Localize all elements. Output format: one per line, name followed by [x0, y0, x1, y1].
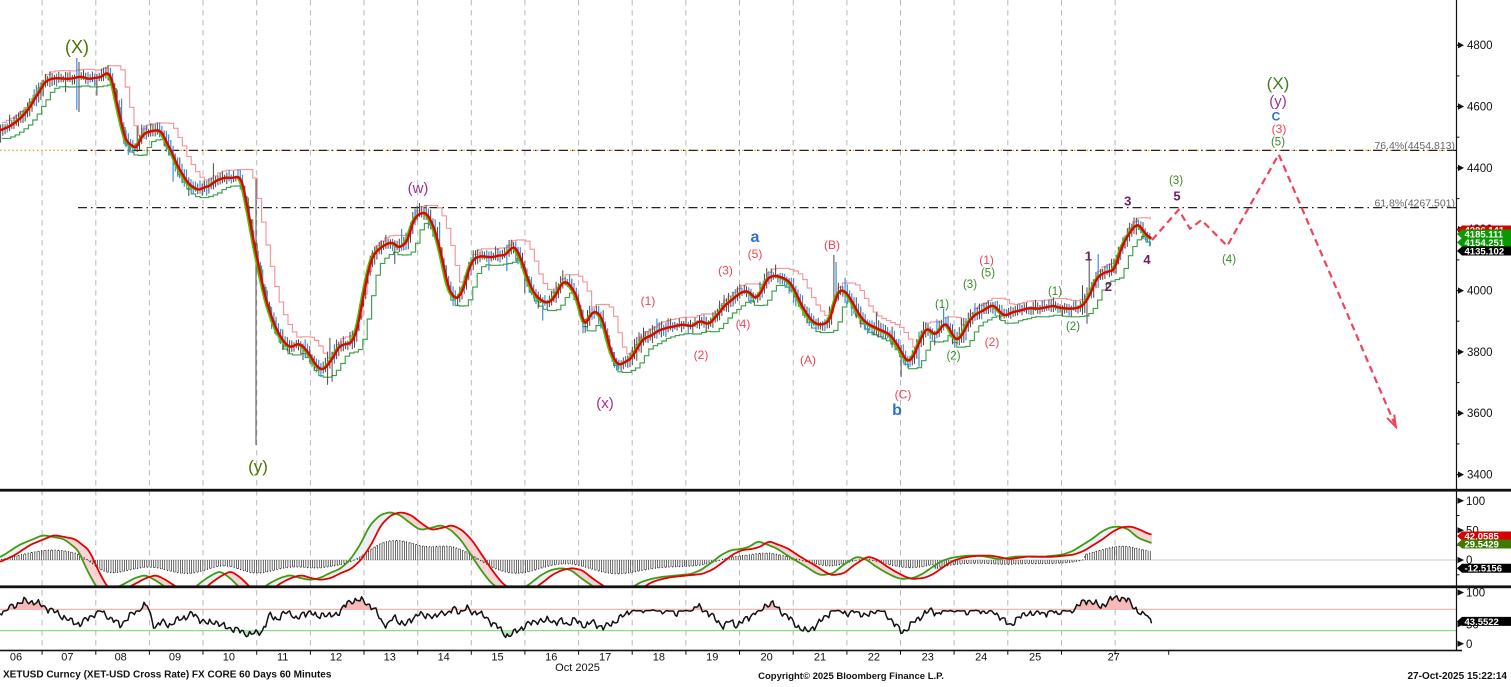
svg-text:(C): (C): [895, 388, 912, 402]
svg-text:(2): (2): [1066, 321, 1080, 333]
svg-text:(X): (X): [1267, 74, 1290, 93]
svg-text:2: 2: [1105, 279, 1112, 294]
svg-text:16: 16: [545, 652, 557, 664]
svg-text:4800: 4800: [1467, 40, 1493, 52]
svg-text:(2): (2): [694, 348, 709, 362]
svg-text:13: 13: [384, 652, 396, 664]
svg-text:0: 0: [1466, 555, 1472, 567]
svg-text:4400: 4400: [1467, 163, 1493, 175]
svg-text:(2): (2): [946, 351, 960, 363]
svg-text:0: 0: [1466, 639, 1472, 651]
svg-text:3: 3: [1124, 194, 1131, 209]
svg-text:06: 06: [10, 652, 22, 664]
svg-text:4: 4: [1143, 252, 1151, 267]
svg-text:(5): (5): [1271, 137, 1285, 149]
svg-text:Oct 2025: Oct 2025: [555, 662, 600, 674]
svg-text:4185.111: 4185.111: [1465, 229, 1504, 240]
svg-text:Copyright© 2025 Bloomberg Fina: Copyright© 2025 Bloomberg Finance L.P.: [758, 671, 944, 682]
svg-text:(3): (3): [718, 264, 733, 278]
svg-text:08: 08: [115, 652, 127, 664]
svg-text:(x): (x): [596, 395, 614, 412]
svg-text:(1): (1): [641, 294, 656, 308]
svg-text:(5): (5): [981, 268, 995, 280]
svg-text:29.5429: 29.5429: [1465, 539, 1499, 550]
svg-text:(1): (1): [935, 299, 949, 311]
svg-text:(y): (y): [248, 457, 268, 476]
svg-text:27: 27: [1108, 652, 1120, 664]
svg-text:25: 25: [1029, 652, 1041, 664]
svg-text:76.4%(4454.813): 76.4%(4454.813): [1374, 140, 1455, 152]
svg-text:1: 1: [1085, 249, 1092, 264]
svg-text:(w): (w): [408, 180, 429, 197]
svg-text:09: 09: [169, 652, 181, 664]
svg-text:C: C: [1272, 110, 1281, 124]
svg-text:24: 24: [975, 652, 987, 664]
svg-text:(X): (X): [65, 37, 89, 57]
svg-text:61.8%(4267.501): 61.8%(4267.501): [1374, 197, 1455, 209]
svg-text:11: 11: [277, 652, 288, 664]
svg-text:XETUSD Curncy (XET-USD Cross R: XETUSD Curncy (XET-USD Cross Rate) FX CO…: [3, 670, 332, 681]
svg-text:100: 100: [1466, 496, 1485, 508]
svg-text:(1): (1): [1048, 286, 1062, 298]
svg-text:a: a: [751, 229, 760, 246]
svg-text:43.5522: 43.5522: [1465, 617, 1499, 628]
svg-text:4135.102: 4135.102: [1465, 246, 1505, 257]
svg-text:(3): (3): [963, 279, 977, 291]
svg-text:(3): (3): [1169, 175, 1183, 187]
svg-text:18: 18: [653, 652, 665, 664]
svg-text:3400: 3400: [1467, 470, 1493, 482]
svg-text:(A): (A): [800, 353, 816, 367]
svg-text:19: 19: [706, 652, 718, 664]
svg-text:3600: 3600: [1467, 408, 1493, 420]
svg-text:(y): (y): [1269, 93, 1287, 110]
svg-text:21: 21: [814, 652, 826, 664]
svg-text:-12.5156: -12.5156: [1465, 564, 1503, 575]
svg-text:5: 5: [1173, 189, 1180, 204]
svg-text:3800: 3800: [1467, 347, 1493, 359]
svg-text:12: 12: [330, 652, 342, 664]
svg-text:4154.251: 4154.251: [1465, 238, 1505, 249]
svg-text:42.0585: 42.0585: [1465, 531, 1500, 542]
svg-text:100: 100: [1466, 588, 1485, 600]
svg-text:22: 22: [868, 652, 880, 664]
svg-text:07: 07: [61, 652, 73, 664]
svg-text:b: b: [892, 402, 902, 419]
svg-text:10: 10: [223, 652, 235, 664]
svg-text:(2): (2): [985, 335, 1000, 349]
svg-text:(B): (B): [824, 238, 840, 252]
svg-text:23: 23: [922, 652, 934, 664]
svg-text:(1): (1): [979, 253, 994, 267]
svg-text:4000: 4000: [1467, 286, 1493, 298]
svg-text:(4): (4): [736, 317, 751, 331]
svg-text:(4): (4): [1222, 254, 1236, 266]
svg-text:14: 14: [438, 652, 450, 664]
svg-text:17: 17: [599, 652, 611, 664]
svg-text:(5): (5): [748, 247, 763, 261]
svg-text:15: 15: [491, 652, 503, 664]
svg-text:27-Oct-2025 15:22:14: 27-Oct-2025 15:22:14: [1407, 671, 1507, 682]
svg-text:4600: 4600: [1467, 102, 1493, 114]
svg-text:20: 20: [760, 652, 772, 664]
svg-text:(3): (3): [1272, 122, 1287, 136]
